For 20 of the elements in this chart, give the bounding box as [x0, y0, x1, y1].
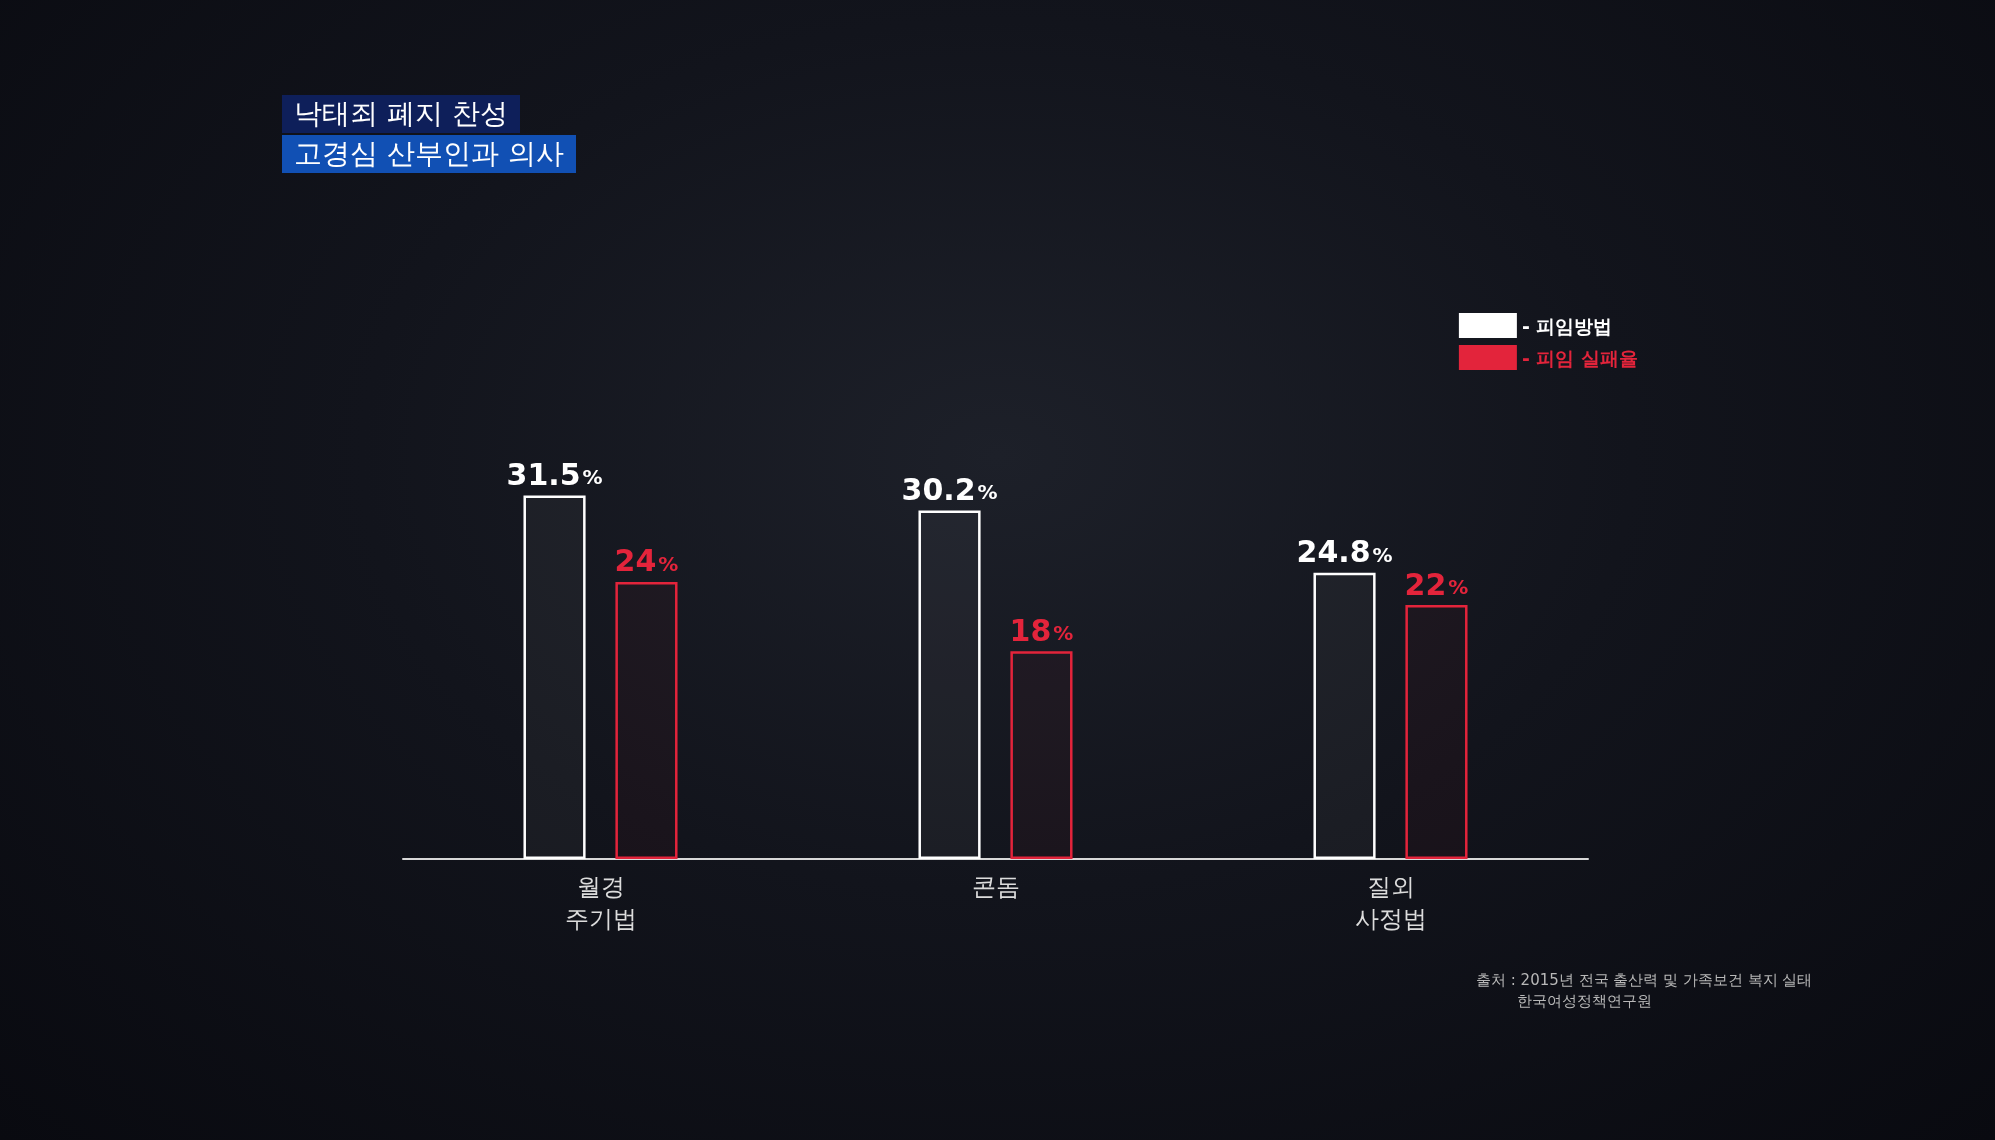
bar: [1405, 605, 1468, 859]
x-tick-label: 질외 사정법: [1354, 873, 1427, 933]
text: 낙태죄 폐지 찬성: [282, 95, 520, 133]
data-label: 24%: [614, 543, 679, 579]
data-label: 31.5%: [506, 456, 603, 492]
bar: [1313, 572, 1376, 859]
bar: [615, 581, 678, 859]
bar: [1010, 651, 1073, 859]
source-note: 출처 : 2015년 전국 출산력 및 가족보건 복지 실태 한국여성정책연구원: [1476, 970, 1813, 1012]
legend-label: - 피임방법: [1521, 314, 1613, 337]
data-label: 30.2%: [901, 471, 998, 507]
bar: [918, 510, 981, 859]
data-label: 18%: [1009, 612, 1074, 648]
data-label: 22%: [1404, 566, 1469, 602]
bar: [523, 495, 586, 859]
data-label: 24.8%: [1296, 534, 1393, 570]
legend-label: - 피임 실패율: [1521, 346, 1639, 369]
x-tick-label: 콘돔: [971, 873, 1020, 901]
x-tick-label: 월경 주기법: [564, 873, 637, 933]
text: 고경심 산부인과 의사: [282, 135, 576, 173]
